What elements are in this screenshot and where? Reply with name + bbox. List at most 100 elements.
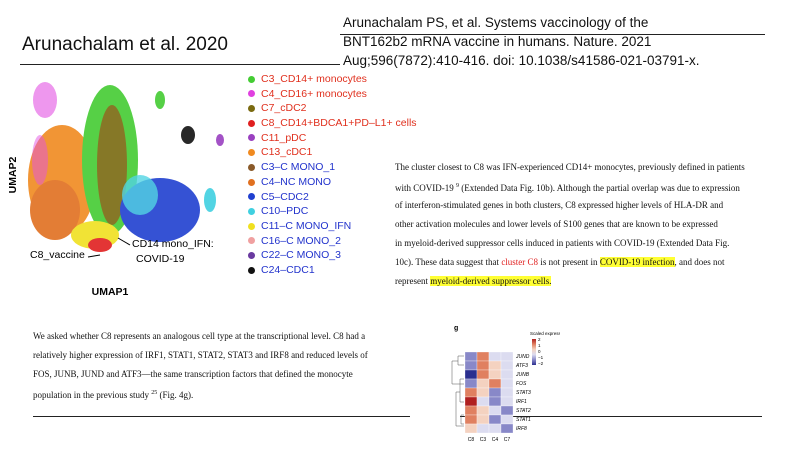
text-span: , and does not: [674, 257, 725, 267]
legend-item: C24–CDC1: [248, 263, 417, 278]
legend-swatch: [248, 75, 255, 83]
text-line: 10c). These data suggest that cluster C8…: [395, 253, 745, 272]
heat-cell: [476, 405, 490, 416]
paragraph: The cluster closest to C8 was IFN-experi…: [395, 158, 745, 291]
heat-cell: [476, 414, 490, 425]
text-span: is not present in: [538, 257, 600, 267]
legend-item: C16–C MONO_2: [248, 234, 417, 249]
heat-cell: [476, 423, 490, 434]
legend-label: C16–C MONO_2: [261, 234, 341, 247]
legend-label: C3–C MONO_1: [261, 161, 336, 174]
scale-bar: [532, 339, 536, 365]
row-label: STAT2: [516, 408, 531, 414]
text-span: We asked whether C8 represents an analog…: [33, 331, 366, 341]
legend-swatch: [248, 251, 255, 259]
citation-line: BNT162b2 mRNA vaccine in humans. Nature.…: [343, 34, 652, 49]
heat-cell: [464, 351, 478, 362]
text-span: (Fig. 4g).: [157, 390, 194, 400]
heat-cell: [488, 369, 502, 380]
pointer: [87, 254, 101, 258]
heat-cell: [500, 378, 514, 389]
scale-label: 2: [538, 337, 541, 342]
legend-label: C10–PDC: [261, 205, 309, 218]
heat-cell: [464, 387, 478, 398]
text-line: represent myeloid-derived suppressor cel…: [395, 272, 745, 291]
heat-cell: [488, 423, 502, 434]
text-line: in myeloid-derived suppressor cells indu…: [395, 234, 745, 253]
text-span: other activation molecules and lower lev…: [395, 219, 718, 229]
citation-line: Aug;596(7872):410-416. doi: 10.1038/s415…: [343, 53, 700, 68]
heatmap: g Scaled expression210−1−2 JUND ATF3 JUNB FOS…: [451, 325, 560, 443]
heat-cell: [464, 378, 478, 389]
row-label: IRF8: [516, 426, 527, 432]
heat-cell: [488, 351, 502, 362]
heat-cell: [500, 405, 514, 416]
legend-item: C22–C MONO_3: [248, 248, 417, 263]
heat-cell: [476, 378, 490, 389]
text-span: with COVID-19: [395, 183, 456, 193]
row-label: JUNB: [515, 372, 530, 378]
legend-item: C13_cDC1: [248, 145, 417, 160]
legend-item: C10–PDC: [248, 204, 417, 219]
y-axis-label: UMAP2: [7, 156, 19, 193]
legend-item: C4–NC MONO: [248, 175, 417, 190]
text-span: in myeloid-derived suppressor cells indu…: [395, 238, 730, 248]
legend-label: C22–C MONO_3: [261, 249, 341, 262]
column-label: C4: [492, 437, 499, 443]
heat-cell: [464, 360, 478, 371]
heat-cell: [488, 405, 502, 416]
legend-label: C8_CD14+BDCA1+PD–L1+ cells: [261, 117, 417, 130]
text-line: population in the previous study 25 (Fig…: [33, 384, 368, 403]
slide-title: Arunachalam et al. 2020: [22, 34, 228, 55]
row-label: STAT3: [516, 390, 531, 396]
legend-label: C4–NC MONO: [261, 175, 332, 188]
heat-cell: [500, 387, 514, 398]
umap-clusters: [28, 82, 224, 252]
panel-label: g: [454, 325, 458, 332]
annotation: COVID-19: [136, 253, 185, 265]
superscript: 9: [456, 183, 459, 189]
column-label: C3: [480, 437, 487, 443]
text-line: We asked whether C8 represents an analog…: [33, 327, 368, 346]
legend-label: C11_pDC: [261, 131, 307, 144]
heat-cell: [464, 405, 478, 416]
legend-label: C11–C MONO_IFN: [261, 219, 352, 232]
heat-cell: [488, 378, 502, 389]
column-label: C7: [504, 437, 511, 443]
text-line: with COVID-19 9 (Extended Data Fig. 10b)…: [395, 177, 745, 196]
heat-cell: [488, 396, 502, 407]
rule: [460, 416, 762, 417]
legend-swatch: [248, 237, 255, 245]
heat-cell: [476, 351, 490, 362]
scale-label: 0: [538, 349, 541, 354]
heat-cell: [500, 423, 514, 434]
text-line: other activation molecules and lower lev…: [395, 215, 745, 234]
legend-item: C11–C MONO_IFN: [248, 219, 417, 234]
heat-cell: [476, 396, 490, 407]
text-span: (Extended Data Fig. 10b). Although the p…: [459, 183, 740, 193]
text-span: population in the previous study: [33, 390, 152, 400]
superscript: 25: [151, 390, 158, 396]
legend-item: C11_pDC: [248, 131, 417, 146]
legend-item: C3–C MONO_1: [248, 160, 417, 175]
legend-swatch: [248, 266, 255, 274]
text-span: The cluster closest to C8 was IFN-experi…: [395, 162, 745, 172]
heat-cell: [500, 414, 514, 425]
pointer: [117, 237, 131, 246]
legend-swatch: [248, 207, 255, 215]
row-label: FOS: [516, 381, 527, 387]
legend-item: C5–CDC2: [248, 190, 417, 205]
legend-swatch: [248, 90, 255, 98]
citation: Arunachalam PS, et al. Systems vaccinolo…: [343, 13, 700, 70]
legend-swatch: [248, 222, 255, 230]
legend-label: C13_cDC1: [261, 146, 313, 159]
heat-cell: [464, 414, 478, 425]
text-span: FOS, JUNB, JUND and ATF3—the same transc…: [33, 369, 353, 379]
rule: [340, 34, 765, 35]
text-span: relatively higher expression of IRF1, ST…: [33, 350, 368, 360]
legend-swatch: [248, 178, 255, 186]
heat-cell: [488, 414, 502, 425]
legend-label: C24–CDC1: [261, 263, 315, 276]
annotation: C8_vaccine: [30, 249, 85, 261]
